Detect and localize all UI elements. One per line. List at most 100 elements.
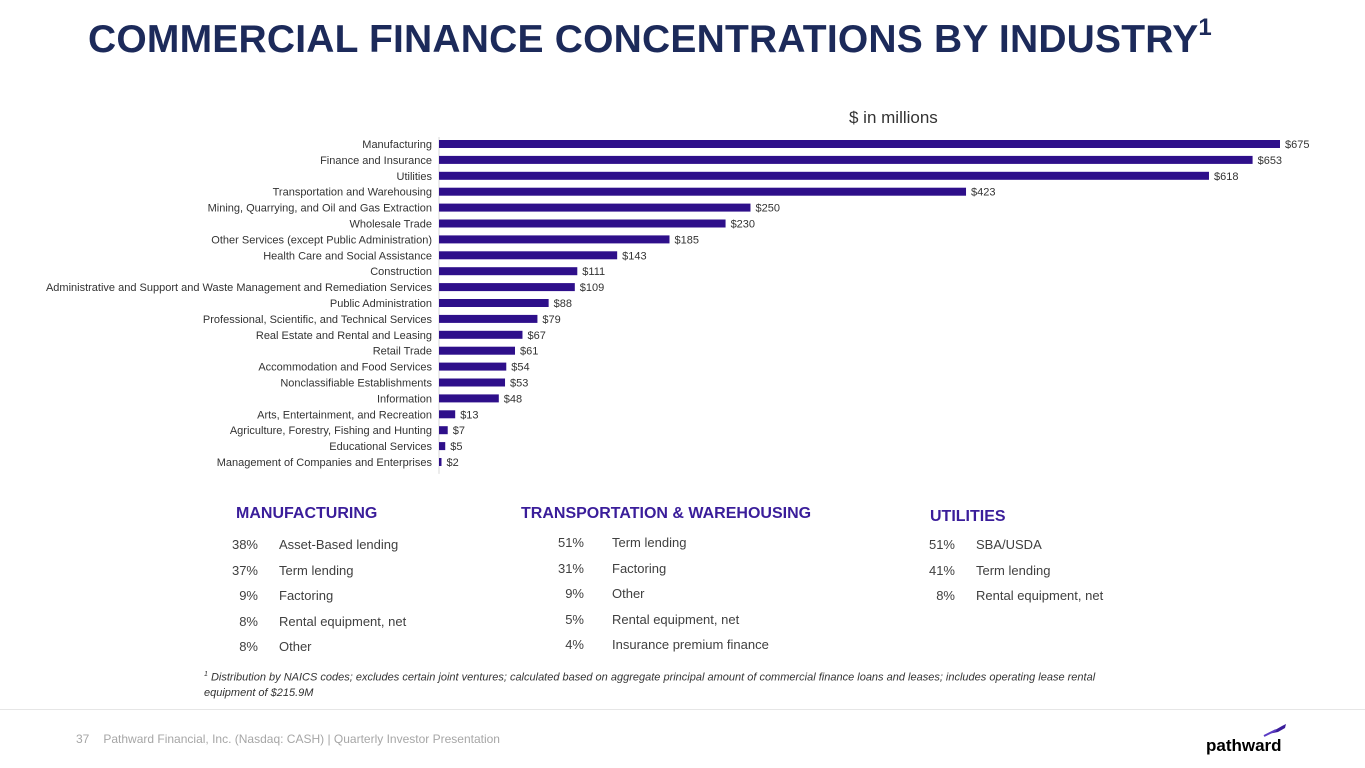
value-label: $423: [971, 187, 995, 199]
value-label: $48: [504, 393, 522, 405]
category-label: Real Estate and Rental and Leasing: [256, 330, 432, 342]
bar: [439, 394, 499, 403]
category-label: Other Services (except Public Administra…: [211, 234, 432, 246]
breakdown-percent: 5%: [565, 611, 584, 627]
breakdown-label: Insurance premium finance: [612, 637, 769, 653]
value-label: $618: [1214, 171, 1238, 183]
breakdown-percent: 31%: [557, 560, 584, 576]
category-label: Wholesale Trade: [349, 219, 432, 231]
category-label: Administrative and Support and Waste Man…: [46, 282, 433, 294]
breakdown-label: Other: [279, 639, 312, 655]
value-label: $653: [1258, 155, 1282, 167]
bar: [439, 140, 1280, 148]
breakdown-percent: 51%: [557, 535, 584, 550]
breakdown-label: Rental equipment, net: [612, 611, 740, 627]
bar: [439, 426, 448, 435]
transportation-breakdown: TRANSPORTATION & WAREHOUSING: [521, 505, 811, 523]
category-label: Finance and Insurance: [320, 155, 432, 167]
bar: [439, 187, 967, 196]
category-label: Educational Services: [329, 441, 432, 453]
value-label: $2: [446, 457, 458, 469]
breakdown-label: Other: [612, 586, 645, 602]
category-label: Health Care and Social Assistance: [263, 250, 432, 262]
bar: [439, 251, 618, 260]
footnote: 1 Distribution by NAICS codes; excludes …: [204, 671, 1096, 699]
bar: [439, 330, 523, 339]
breakdown-percent: 38%: [231, 537, 258, 552]
category-label: Utilities: [397, 171, 433, 183]
value-label: $111: [582, 266, 605, 278]
breakdown-percent: 41%: [928, 562, 955, 578]
bar: [439, 171, 1209, 180]
section-heading: MANUFACTURING: [236, 505, 378, 522]
breakdown-percent: 37%: [231, 562, 258, 578]
value-label: $109: [580, 282, 604, 294]
category-label: Information: [377, 393, 432, 405]
units-label: $ in millions: [849, 108, 938, 127]
breakdown-label: SBA/USDA: [976, 537, 1042, 552]
bar: [439, 283, 575, 292]
bar: [439, 219, 726, 228]
footer-text: Pathward Financial, Inc. (Nasdaq: CASH) …: [103, 732, 500, 746]
category-label: Management of Companies and Enterprises: [217, 457, 433, 469]
bar: [439, 203, 751, 212]
breakdown-label: Asset-Based lending: [279, 537, 399, 552]
breakdown-label: Factoring: [612, 560, 667, 576]
bar: [439, 442, 446, 451]
category-label: Mining, Quarrying, and Oil and Gas Extra…: [208, 203, 432, 215]
footer-divider: [0, 709, 1365, 710]
value-label: $7: [453, 425, 465, 437]
bar: [439, 410, 456, 419]
pathward-logo: pathward: [1206, 722, 1292, 761]
breakdown-percent: 8%: [936, 588, 955, 604]
bar: [439, 362, 507, 371]
breakdown-label: Rental equipment, net: [279, 613, 407, 629]
category-label: Manufacturing: [362, 139, 432, 151]
breakdown-percent: 9%: [239, 588, 258, 604]
manufacturing-breakdown: MANUFACTURING: [236, 505, 377, 523]
section-heading: UTILITIES: [930, 508, 1006, 525]
category-label: Construction: [370, 266, 432, 278]
breakdown-label: Term lending: [976, 562, 1051, 578]
bar: [439, 155, 1253, 164]
logo-mark-icon: pathward: [1206, 724, 1286, 755]
category-label: Accommodation and Food Services: [258, 362, 432, 374]
category-label: Transportation and Warehousing: [273, 187, 432, 199]
breakdown-label: Rental equipment, net: [976, 588, 1104, 604]
utilities-breakdown: UTILITIES: [930, 508, 1006, 526]
value-label: $67: [527, 330, 545, 342]
value-label: $54: [511, 362, 529, 374]
value-label: $13: [460, 409, 478, 421]
page-number: 37: [76, 732, 90, 746]
value-label: $675: [1285, 139, 1309, 151]
bar: [439, 267, 578, 276]
value-label: $61: [520, 346, 538, 358]
breakdown-percent: 51%: [928, 537, 955, 552]
value-label: $143: [622, 250, 646, 262]
value-label: $53: [510, 378, 528, 390]
category-label: Public Administration: [330, 298, 432, 310]
category-label: Agriculture, Forestry, Fishing and Hunti…: [230, 425, 432, 437]
industry-bar-chart: Manufacturing $675 Finance and Insurance $6…: [46, 137, 1309, 474]
category-label: Nonclassifiable Establishments: [280, 378, 432, 390]
breakdown-percent: 4%: [565, 637, 584, 653]
bar: [439, 378, 506, 387]
footer: 37 Pathward Financial, Inc. (Nasdaq: CASH…: [76, 732, 500, 746]
breakdown-label: Factoring: [279, 588, 334, 604]
bar: [439, 346, 516, 355]
page-title: COMMERCIAL FINANCE CONCENTRATIONS BY IND…: [88, 14, 1212, 61]
bar: [439, 314, 538, 323]
section-heading: TRANSPORTATION & WAREHOUSING: [521, 505, 812, 522]
value-label: $5: [450, 441, 462, 453]
value-label: $88: [554, 298, 572, 310]
category-label: Professional, Scientific, and Technical …: [203, 314, 433, 326]
category-label: Retail Trade: [373, 346, 432, 358]
value-label: $79: [542, 314, 560, 326]
breakdown-label: Term lending: [279, 562, 354, 578]
value-label: $230: [731, 219, 755, 231]
value-label: $250: [755, 203, 779, 215]
value-label: $185: [674, 234, 698, 246]
logo-text: pathward: [1206, 736, 1282, 755]
breakdown-percent: 8%: [239, 639, 258, 655]
bar: [439, 458, 442, 466]
